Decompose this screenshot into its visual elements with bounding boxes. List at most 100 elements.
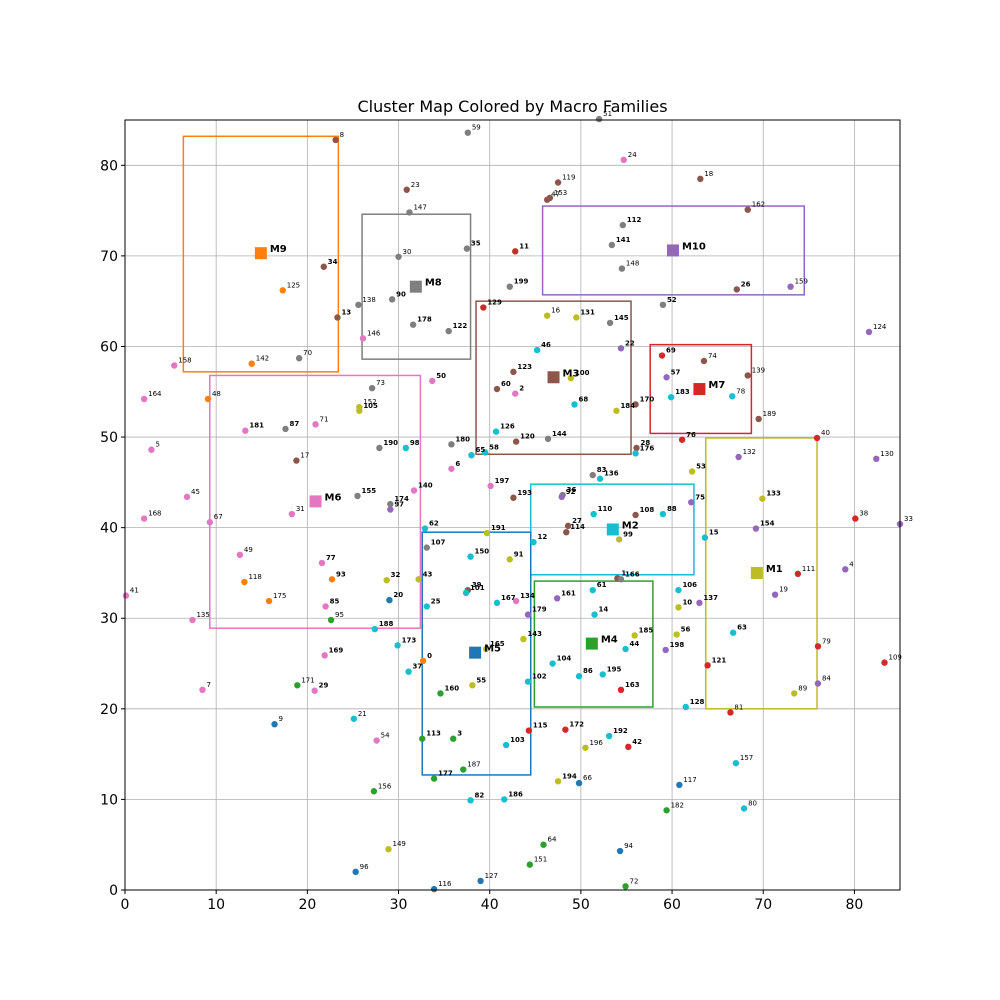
- cluster-label-92: 92: [566, 488, 576, 496]
- y-tick-label: 70: [100, 249, 118, 265]
- cluster-point-85: [322, 603, 329, 610]
- cluster-label-11: 11: [519, 242, 529, 250]
- cluster-label-164: 164: [148, 390, 162, 398]
- cluster-point-40: [813, 434, 821, 442]
- cluster-label-4: 4: [849, 560, 854, 568]
- cluster-point-81: [727, 709, 734, 716]
- cluster-label-189: 189: [763, 410, 776, 418]
- macro-marker-m10: [666, 244, 679, 257]
- cluster-point-161: [553, 595, 561, 602]
- cluster-point-145: [606, 319, 614, 327]
- cluster-label-139: 139: [752, 366, 765, 374]
- cluster-point-107: [423, 544, 430, 551]
- cluster-point-197: [487, 482, 494, 490]
- cluster-point-163: [617, 686, 625, 693]
- cluster-label-6: 6: [455, 460, 460, 468]
- cluster-point-111: [794, 570, 802, 578]
- cluster-point-64: [540, 841, 547, 848]
- cluster-point-78: [729, 393, 736, 400]
- cluster-label-183: 183: [675, 388, 690, 396]
- macro-marker-m8: [409, 280, 422, 293]
- cluster-point-55: [469, 682, 476, 689]
- macro-marker-m9: [254, 247, 267, 260]
- cluster-point-31: [288, 510, 296, 518]
- cluster-label-82: 82: [475, 791, 485, 799]
- cluster-label-140: 140: [418, 482, 433, 490]
- cluster-label-159: 159: [795, 278, 808, 286]
- cluster-label-174: 174: [394, 495, 409, 503]
- cluster-point-24: [620, 156, 627, 164]
- cluster-label-9: 9: [279, 715, 283, 723]
- cluster-point-134: [512, 597, 520, 605]
- cluster-point-168: [140, 515, 148, 522]
- cluster-label-64: 64: [548, 836, 557, 844]
- cluster-label-76: 76: [686, 431, 696, 439]
- cluster-label-5: 5: [155, 441, 159, 449]
- cluster-label-107: 107: [431, 539, 446, 547]
- cluster-label-74: 74: [708, 352, 717, 360]
- macro-label-m7: M7: [708, 380, 725, 391]
- y-tick-label: 10: [100, 792, 118, 808]
- cluster-point-57: [663, 374, 670, 381]
- cluster-point-188: [371, 625, 379, 633]
- cluster-label-106: 106: [682, 581, 697, 589]
- cluster-label-67: 67: [214, 513, 223, 521]
- cluster-point-116: [430, 885, 438, 893]
- cluster-label-116: 116: [438, 880, 452, 888]
- cluster-point-27: [564, 522, 572, 530]
- cluster-label-187: 187: [467, 761, 480, 769]
- cluster-label-36: 36: [567, 486, 577, 494]
- cluster-label-176: 176: [640, 444, 655, 452]
- cluster-point-8: [332, 136, 339, 144]
- cluster-point-198: [662, 646, 669, 654]
- cluster-point-130: [873, 455, 880, 462]
- cluster-label-72: 72: [630, 877, 639, 885]
- cluster-label-66: 66: [583, 774, 592, 782]
- cluster-point-144: [544, 435, 552, 443]
- cluster-point-0: [419, 657, 427, 665]
- cluster-label-55: 55: [476, 676, 486, 684]
- cluster-point-63: [729, 629, 737, 636]
- cluster-label-168: 168: [148, 510, 161, 518]
- cluster-label-179: 179: [532, 606, 547, 614]
- cluster-point-112: [619, 221, 627, 229]
- cluster-point-138: [355, 301, 362, 308]
- cluster-label-43: 43: [423, 570, 433, 578]
- x-tick-label: 40: [481, 897, 499, 913]
- cluster-label-167: 167: [501, 594, 516, 602]
- cluster-point-171: [294, 682, 301, 689]
- macro-label-m6: M6: [325, 492, 342, 503]
- cluster-point-128: [682, 703, 689, 711]
- cluster-label-81: 81: [734, 703, 743, 711]
- cluster-point-11: [512, 248, 519, 255]
- cluster-label-85: 85: [330, 597, 340, 605]
- cluster-label-157: 157: [740, 754, 753, 762]
- cluster-label-100: 100: [575, 369, 590, 377]
- cluster-point-30: [395, 253, 402, 260]
- cluster-point-155: [354, 492, 361, 500]
- cluster-point-131: [573, 314, 580, 321]
- cluster-point-173: [394, 642, 401, 649]
- macro-label-m4: M4: [601, 635, 618, 646]
- cluster-point-176: [632, 450, 639, 457]
- cluster-point-175: [265, 597, 273, 605]
- cluster-label-68: 68: [579, 395, 589, 403]
- cluster-point-37: [405, 668, 412, 675]
- cluster-point-124: [865, 328, 873, 336]
- cluster-label-1: 1: [621, 569, 626, 577]
- cluster-label-173: 173: [402, 636, 417, 644]
- cluster-label-20: 20: [393, 591, 403, 599]
- cluster-label-24: 24: [628, 151, 637, 159]
- cluster-label-184: 184: [620, 402, 635, 410]
- chart-title: Cluster Map Colored by Macro Families: [357, 97, 667, 116]
- cluster-point-147: [406, 209, 413, 216]
- macro-marker-m1: [750, 566, 763, 579]
- macro-box-m1: [705, 437, 818, 710]
- cluster-point-194: [554, 778, 562, 785]
- macro-box-m3: [475, 300, 632, 456]
- cluster-point-181: [242, 427, 249, 434]
- cluster-point-113: [419, 735, 426, 742]
- cluster-label-95: 95: [335, 611, 344, 619]
- cluster-point-122: [445, 327, 452, 335]
- cluster-label-121: 121: [712, 656, 727, 664]
